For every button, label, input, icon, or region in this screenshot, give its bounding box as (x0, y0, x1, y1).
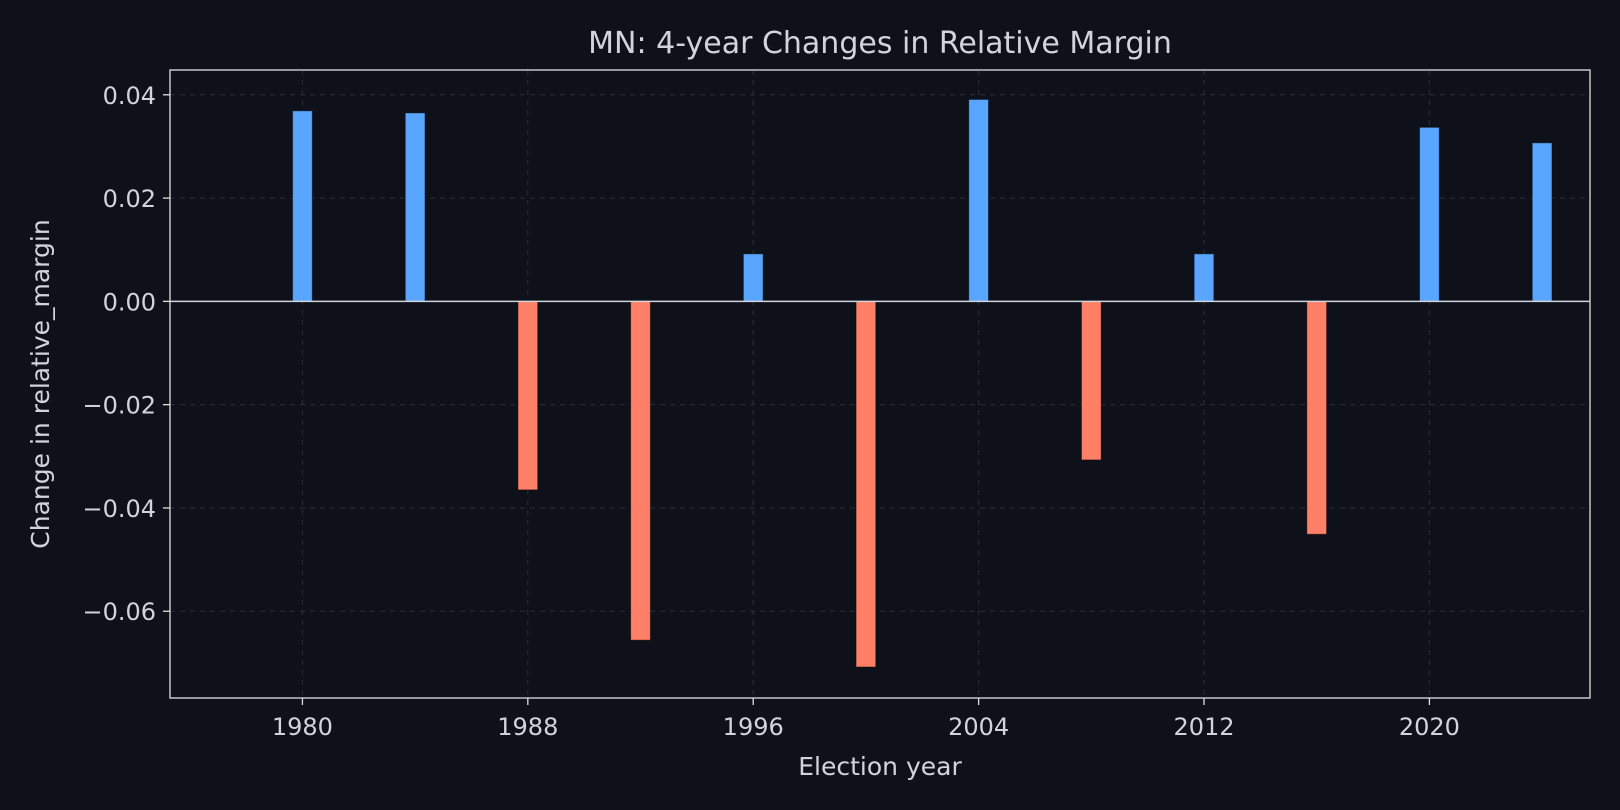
y-tick-label: −0.02 (82, 392, 156, 420)
negative-bar-2000 (855, 300, 877, 668)
axis-ticks: 1980 1988 1996 2004 2012 2020 −0.06 −0.04 −0.02 0… (82, 82, 1459, 741)
positive-bar-1996 (742, 253, 764, 302)
plot-area-background (170, 70, 1590, 698)
positive-bar-1980 (292, 110, 313, 302)
x-tick-label: 2004 (948, 713, 1009, 741)
x-tick-label: 2020 (1399, 713, 1460, 741)
negative-bar-2008 (1080, 300, 1102, 461)
bars (292, 98, 1553, 668)
x-tick-label: 1980 (272, 713, 333, 741)
y-tick-label: 0.02 (103, 185, 156, 213)
positive-bar-2020 (1419, 126, 1440, 302)
negative-bar-1992 (630, 300, 651, 641)
plot-frame (169, 69, 1591, 699)
positive-bar-2004 (968, 98, 989, 302)
chart-title: MN: 4-year Changes in Relative Margin (588, 26, 1172, 61)
positive-bar-1984 (404, 112, 426, 302)
x-tick-label: 1988 (497, 713, 558, 741)
negative-bar-2016 (1306, 300, 1328, 535)
x-axis-label: Election year (798, 752, 962, 781)
y-axis-label: Change in relative_margin (26, 219, 55, 548)
x-tick-label: 1996 (723, 713, 784, 741)
negative-bar-1988 (517, 300, 539, 491)
x-tick-label: 2012 (1173, 713, 1234, 741)
positive-bar-2012 (1193, 253, 1215, 302)
y-tick-label: −0.06 (82, 598, 156, 626)
y-tick-label: −0.04 (82, 495, 156, 523)
y-tick-label: 0.04 (103, 82, 156, 110)
y-tick-label: 0.00 (103, 288, 156, 316)
positive-bar-2024 (1531, 142, 1553, 302)
